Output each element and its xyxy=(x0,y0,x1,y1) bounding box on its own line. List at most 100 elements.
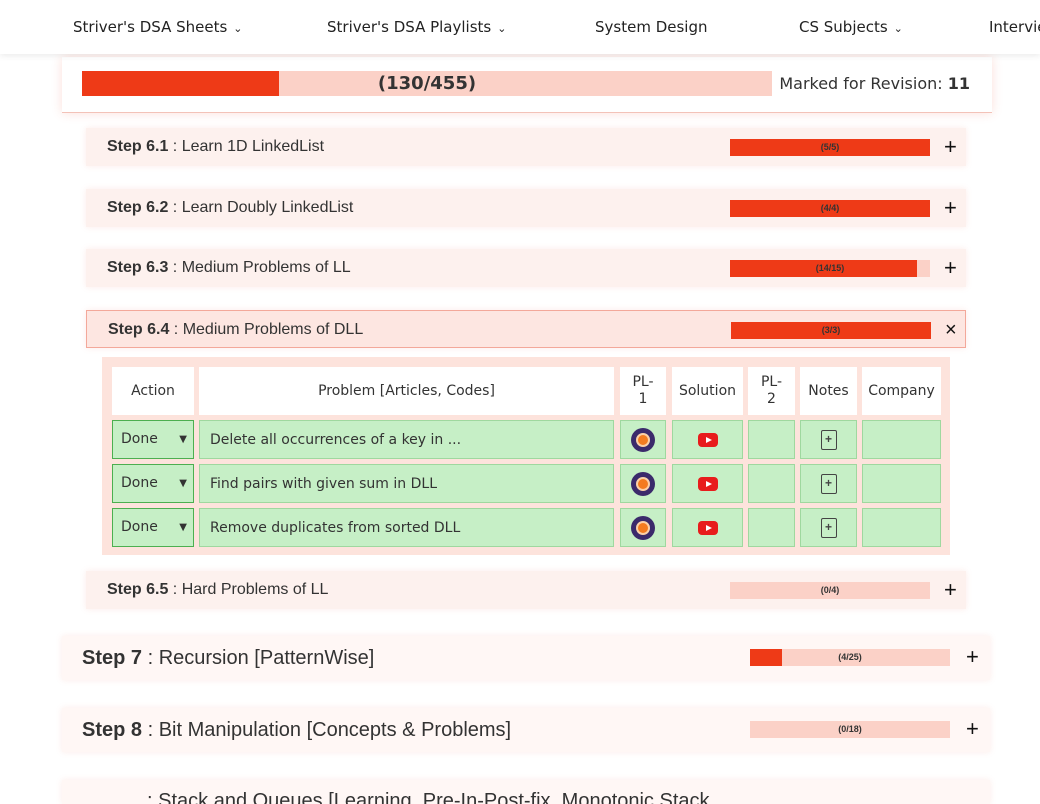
nav-label: CS Subjects xyxy=(799,18,888,36)
status-select[interactable]: Done ▼ xyxy=(112,464,194,503)
pl1-cell xyxy=(620,420,666,459)
step-progress-count: (0/18) xyxy=(838,724,862,734)
step-progress-bar: (0/4) xyxy=(730,582,930,599)
step-row[interactable]: Step 6.2 : Learn Doubly LinkedList (4/4)… xyxy=(86,189,966,227)
step-number: Step 6.4 xyxy=(108,321,170,338)
step-sep: : xyxy=(169,321,183,338)
notes-cell: + xyxy=(800,508,857,547)
step-row[interactable]: Step 6.1 : Learn 1D LinkedList (5/5) + xyxy=(86,128,966,166)
header-pl1: PL- 1 xyxy=(620,367,666,415)
step-progress-count: (3/3) xyxy=(821,325,841,335)
company-cell xyxy=(862,508,941,547)
step-progress-fill xyxy=(730,200,930,217)
chevron-down-icon: ▼ xyxy=(179,478,187,489)
step-name: Medium Problems of DLL xyxy=(182,321,364,338)
nav-cs-subjects[interactable]: CS Subjects ⌄ xyxy=(799,18,903,36)
add-note-icon[interactable]: + xyxy=(820,517,837,538)
step-name: Bit Manipulation [Concepts & Problems] xyxy=(158,719,512,741)
step-progress-bar: (14/15) xyxy=(730,260,930,277)
solution-cell xyxy=(672,508,743,547)
nav-dsa-sheets[interactable]: Striver's DSA Sheets ⌄ xyxy=(73,18,243,36)
status-value: Done xyxy=(121,431,158,447)
expand-icon[interactable]: + xyxy=(966,716,979,741)
company-cell xyxy=(862,420,941,459)
step-row[interactable]: Step 8 : Bit Manipulation [Concepts & Pr… xyxy=(62,708,990,752)
nav-system-design[interactable]: System Design xyxy=(595,18,708,36)
add-note-icon[interactable]: + xyxy=(820,473,837,494)
step-number: Step 7 xyxy=(82,647,143,669)
close-icon[interactable]: × xyxy=(945,319,957,341)
step-sep: : xyxy=(147,790,159,804)
expand-icon[interactable]: + xyxy=(944,195,957,220)
step-name: Recursion [PatternWise] xyxy=(158,647,375,669)
chevron-down-icon: ⌄ xyxy=(893,21,903,35)
nav-dsa-playlists[interactable]: Striver's DSA Playlists ⌄ xyxy=(327,18,506,36)
header-pl2: PL- 2 xyxy=(748,367,795,415)
step-sep: : xyxy=(142,647,159,669)
status-value: Done xyxy=(121,519,158,535)
step-progress-bar: (4/25) xyxy=(750,649,950,666)
header-problem: Problem [Articles, Codes] xyxy=(199,367,614,415)
step-row[interactable]: Step 6.3 : Medium Problems of LL (14/15)… xyxy=(86,249,966,287)
step-progress-count: (0/4) xyxy=(820,585,840,595)
step-row[interactable]: Step 6.5 : Hard Problems of LL (0/4) + xyxy=(86,571,966,609)
chevron-down-icon: ⌄ xyxy=(233,21,243,35)
step-name: Stack and Queues [Learning, Pre-In-Post-… xyxy=(158,790,710,804)
pl2-cell xyxy=(748,420,795,459)
revision-label: Marked for Revision: xyxy=(779,74,948,93)
add-note-icon[interactable]: + xyxy=(820,429,837,450)
step-row[interactable]: Step 7 : Recursion [PatternWise] (4/25) … xyxy=(62,636,990,680)
expand-icon[interactable]: + xyxy=(944,255,957,280)
codestudio-icon[interactable] xyxy=(631,515,655,540)
solution-cell xyxy=(672,464,743,503)
problem-link[interactable]: Delete all occurrences of a key in ... xyxy=(199,420,614,459)
problems-table: Action Problem [Articles, Codes] PL- 1 S… xyxy=(102,357,950,555)
step-name: Learn 1D LinkedList xyxy=(181,138,325,155)
step-row-expanded[interactable]: Step 6.4 : Medium Problems of DLL (3/3) … xyxy=(86,310,966,348)
problem-link[interactable]: Find pairs with given sum in DLL xyxy=(199,464,614,503)
codestudio-icon[interactable] xyxy=(631,471,655,496)
status-value: Done xyxy=(121,475,158,491)
overall-progress-count: (130/455) xyxy=(377,73,477,94)
step-title: Step 6.5 : Hard Problems of LL xyxy=(107,581,328,599)
expand-icon[interactable]: + xyxy=(944,134,957,159)
pl2-cell xyxy=(748,508,795,547)
youtube-icon[interactable] xyxy=(697,432,718,447)
youtube-icon[interactable] xyxy=(697,520,718,535)
solution-cell xyxy=(672,420,743,459)
youtube-icon[interactable] xyxy=(697,476,718,491)
step-title: Step 6.4 : Medium Problems of DLL xyxy=(108,321,363,339)
problem-link[interactable]: Remove duplicates from sorted DLL xyxy=(199,508,614,547)
expand-icon[interactable]: + xyxy=(966,644,979,669)
company-cell xyxy=(862,464,941,503)
nav-interview[interactable]: Intervie xyxy=(989,18,1040,36)
step-number: Step 6.2 xyxy=(107,199,169,216)
revision-counter[interactable]: Marked for Revision: 11 xyxy=(779,74,970,93)
nav-label: Striver's DSA Playlists xyxy=(327,18,492,36)
step-row[interactable]: : Stack and Queues [Learning, Pre-In-Pos… xyxy=(62,780,990,804)
status-select[interactable]: Done ▼ xyxy=(112,420,194,459)
step-name: Medium Problems of LL xyxy=(181,259,351,276)
pl2-cell xyxy=(748,464,795,503)
chevron-down-icon: ⌄ xyxy=(497,21,507,35)
step-progress-count: (4/4) xyxy=(820,203,840,213)
step-progress-count: (14/15) xyxy=(815,263,845,273)
step-sep: : xyxy=(142,719,159,741)
chevron-down-icon: ▼ xyxy=(179,522,187,533)
step-progress-bar: (4/4) xyxy=(730,200,930,217)
overall-progress-card: (130/455) Marked for Revision: 11 xyxy=(62,57,992,113)
step-title: : Stack and Queues [Learning, Pre-In-Pos… xyxy=(147,790,710,804)
codestudio-icon[interactable] xyxy=(631,427,655,452)
step-title: Step 6.1 : Learn 1D LinkedList xyxy=(107,138,324,156)
step-name: Hard Problems of LL xyxy=(181,581,329,598)
step-progress-fill xyxy=(730,260,917,277)
step-name: Learn Doubly LinkedList xyxy=(181,199,354,216)
status-select[interactable]: Done ▼ xyxy=(112,508,194,547)
step-sep: : xyxy=(168,138,182,155)
revision-count: 11 xyxy=(947,74,970,93)
notes-cell: + xyxy=(800,420,857,459)
overall-progress-bar: (130/455) xyxy=(82,71,772,96)
expand-icon[interactable]: + xyxy=(944,577,957,602)
nav-label: Intervie xyxy=(989,18,1040,36)
overall-progress-fill xyxy=(82,71,280,96)
